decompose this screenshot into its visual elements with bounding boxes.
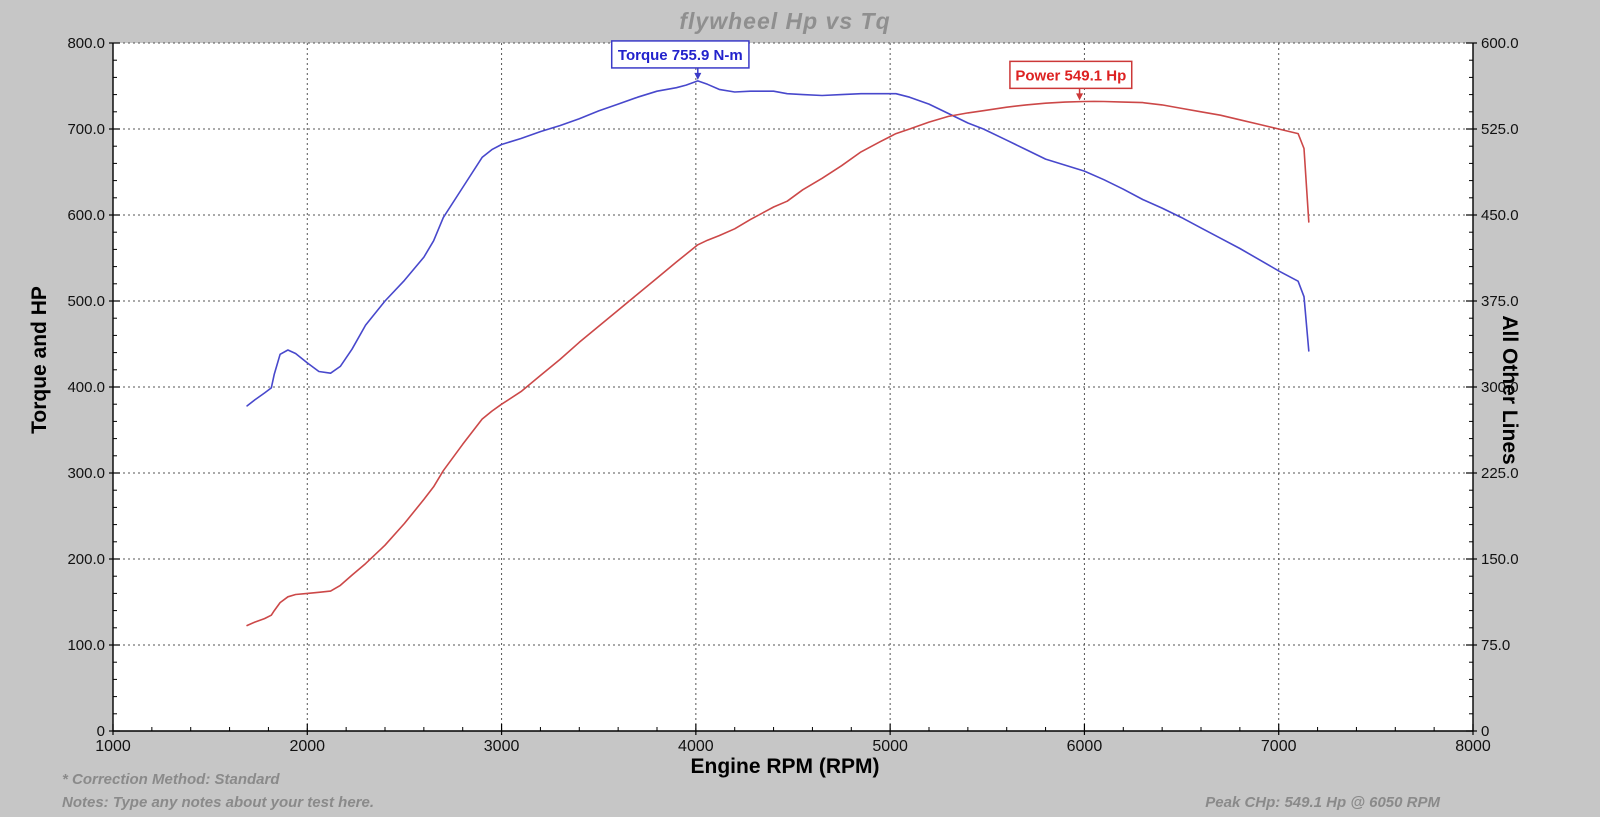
svg-text:6000: 6000	[1067, 738, 1103, 755]
correction-method-note: * Correction Method: Standard	[62, 771, 280, 788]
torque-curve	[246, 80, 1310, 407]
svg-text:7000: 7000	[1261, 738, 1297, 755]
x-axis-title: Engine RPM (RPM)	[690, 755, 880, 778]
svg-text:200.0: 200.0	[67, 551, 105, 568]
power-curve	[246, 100, 1310, 627]
svg-text:300.0: 300.0	[67, 465, 105, 482]
chart-title: flywheel Hp vs Tq	[679, 8, 891, 34]
svg-text:400.0: 400.0	[67, 379, 105, 396]
svg-text:800.0: 800.0	[67, 35, 105, 52]
svg-text:150.0: 150.0	[1481, 551, 1519, 568]
peak-power-readout: Peak CHp: 549.1 Hp @ 6050 RPM	[1205, 794, 1440, 811]
svg-text:0: 0	[1481, 723, 1489, 740]
annotation-box	[1009, 60, 1133, 90]
svg-text:700.0: 700.0	[67, 121, 105, 138]
svg-text:225.0: 225.0	[1481, 465, 1519, 482]
svg-text:2000: 2000	[289, 738, 325, 755]
svg-text:525.0: 525.0	[1481, 121, 1519, 138]
svg-text:5000: 5000	[872, 738, 908, 755]
svg-text:0: 0	[97, 723, 105, 740]
svg-text:Torque 755.9 N-m: Torque 755.9 N-m	[618, 47, 743, 64]
svg-text:1000: 1000	[95, 738, 131, 755]
annotation-box	[610, 40, 750, 69]
svg-text:600.0: 600.0	[1481, 35, 1519, 52]
svg-text:600.0: 600.0	[67, 207, 105, 224]
svg-text:300.0: 300.0	[1481, 379, 1519, 396]
svg-text:375.0: 375.0	[1481, 293, 1519, 310]
notes-field[interactable]: Notes: Type any notes about your test he…	[62, 794, 375, 811]
svg-text:100.0: 100.0	[67, 637, 105, 654]
svg-text:Power 549.1 Hp: Power 549.1 Hp	[1015, 67, 1126, 84]
svg-text:75.0: 75.0	[1481, 637, 1510, 654]
svg-text:4000: 4000	[678, 738, 714, 755]
svg-text:3000: 3000	[484, 738, 520, 755]
svg-text:8000: 8000	[1455, 738, 1491, 755]
svg-text:500.0: 500.0	[67, 293, 105, 310]
svg-text:450.0: 450.0	[1481, 207, 1519, 224]
